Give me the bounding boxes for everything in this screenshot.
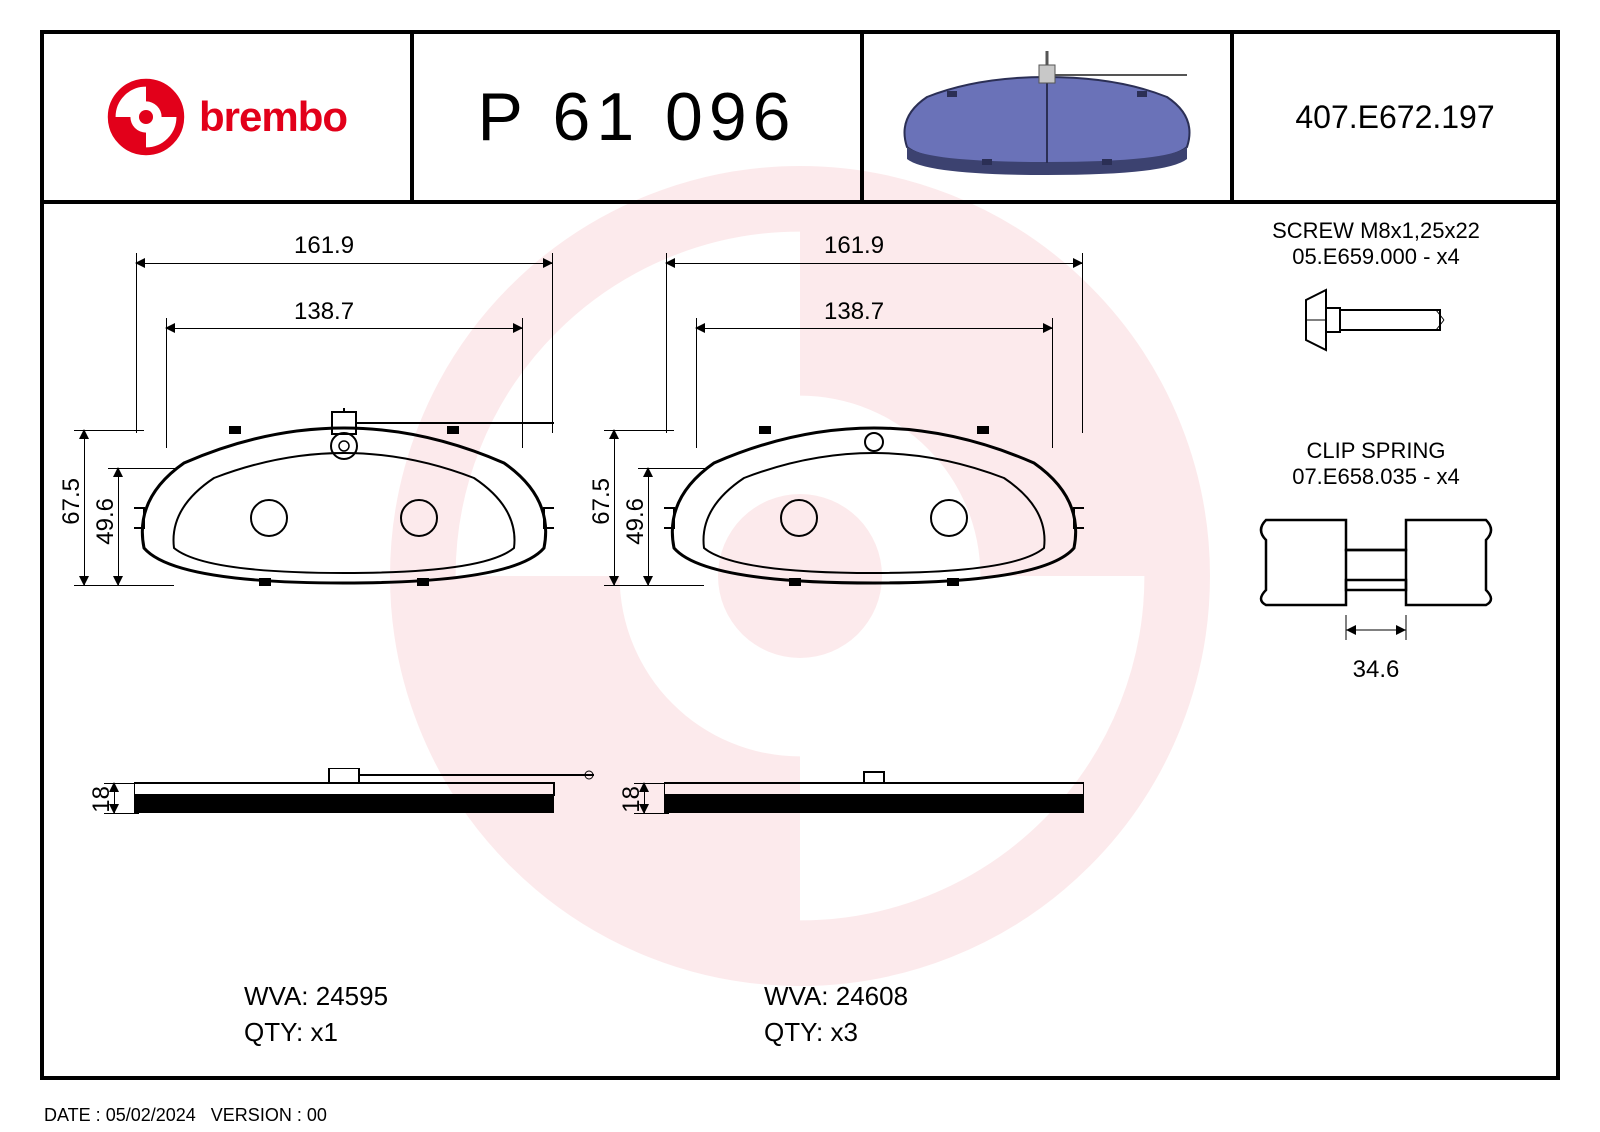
footer-date: 05/02/2024 bbox=[106, 1105, 196, 1125]
part-number-cell: P 61 096 bbox=[414, 34, 864, 200]
pad1-dim-thickness: 18 bbox=[88, 786, 116, 813]
pad1-qty: x1 bbox=[310, 1017, 337, 1047]
reference-cell: 407.E672.197 bbox=[1234, 34, 1556, 200]
pad2-wva: 24608 bbox=[836, 981, 908, 1011]
footer-version-label: VERSION : bbox=[211, 1105, 302, 1125]
render-cell bbox=[864, 34, 1234, 200]
qty-label: QTY: bbox=[764, 1017, 823, 1047]
pad2-side-view bbox=[664, 768, 1084, 828]
clip-ref: 07.E658.035 - x4 bbox=[1236, 464, 1516, 490]
wva-label: WVA: bbox=[764, 981, 829, 1011]
title-block: brembo P 61 096 407.E672.197 bbox=[44, 34, 1556, 204]
pad2-dim-width-inner-line bbox=[696, 328, 1052, 329]
pad2-dim-thickness: 18 bbox=[618, 786, 646, 813]
pad1-dim-width-outer: 161.9 bbox=[294, 232, 354, 260]
pad1-wva-block: WVA: 24595 QTY: x1 bbox=[244, 978, 388, 1051]
screw-ref: 05.E659.000 - x4 bbox=[1236, 244, 1516, 270]
pad2-dim-height-inner: 49.6 bbox=[622, 498, 650, 545]
pad2-wva-block: WVA: 24608 QTY: x3 bbox=[764, 978, 908, 1051]
pad2-qty: x3 bbox=[830, 1017, 857, 1047]
pad2-dim-width-outer-line bbox=[666, 263, 1082, 264]
drawing-sheet: brembo P 61 096 407.E672.197 bbox=[40, 30, 1560, 1080]
part-number: P 61 096 bbox=[477, 78, 796, 156]
screw-title: SCREW M8x1,25x22 bbox=[1236, 218, 1516, 244]
clip-dim: 34.6 bbox=[1236, 656, 1516, 684]
pad1-side-view bbox=[134, 768, 594, 828]
reference-number: 407.E672.197 bbox=[1295, 99, 1494, 136]
qty-label: QTY: bbox=[244, 1017, 303, 1047]
footer: DATE : 05/02/2024 VERSION : 00 bbox=[44, 1105, 327, 1126]
drawing-body: 161.9 138.7 67.5 49.6 bbox=[44, 208, 1556, 1076]
screw-icon bbox=[1296, 280, 1456, 360]
pad1-front-view bbox=[134, 408, 554, 608]
pad2-dim-width-inner: 138.7 bbox=[824, 298, 884, 326]
clip-block: CLIP SPRING 07.E658.035 - x4 34.6 bbox=[1236, 438, 1516, 694]
pad1-dim-height-outer: 67.5 bbox=[58, 478, 86, 525]
pad1-dim-height-inner: 49.6 bbox=[92, 498, 120, 545]
clip-spring-icon bbox=[1246, 500, 1506, 660]
pad1-wva: 24595 bbox=[316, 981, 388, 1011]
brand-cell: brembo bbox=[44, 34, 414, 200]
pad2-dim-height-outer: 67.5 bbox=[588, 478, 616, 525]
pad1-dim-width-inner-line bbox=[166, 328, 522, 329]
footer-date-label: DATE : bbox=[44, 1105, 101, 1125]
footer-version: 00 bbox=[307, 1105, 327, 1125]
pad1-dim-width-outer-line bbox=[136, 263, 552, 264]
brake-pad-render-icon bbox=[887, 47, 1207, 187]
wva-label: WVA: bbox=[244, 981, 309, 1011]
clip-title: CLIP SPRING bbox=[1236, 438, 1516, 464]
brand-name: brembo bbox=[199, 93, 347, 141]
pad2-front-view bbox=[664, 408, 1084, 608]
pad2-dim-width-outer: 161.9 bbox=[824, 232, 884, 260]
screw-block: SCREW M8x1,25x22 05.E659.000 - x4 bbox=[1236, 218, 1516, 366]
brembo-logo-icon bbox=[107, 78, 185, 156]
pad1-dim-width-inner: 138.7 bbox=[294, 298, 354, 326]
